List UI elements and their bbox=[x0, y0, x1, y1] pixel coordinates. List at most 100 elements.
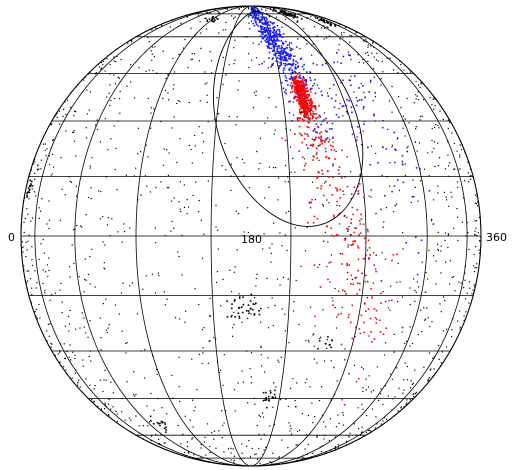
background-point bbox=[230, 459, 232, 461]
background-point bbox=[354, 227, 356, 229]
background-point bbox=[321, 414, 323, 416]
background-point bbox=[48, 335, 50, 337]
cluster-point bbox=[150, 419, 152, 422]
stream-point bbox=[302, 68, 305, 71]
background-point bbox=[233, 63, 235, 65]
background-point bbox=[160, 120, 162, 123]
background-point bbox=[285, 212, 287, 214]
background-point bbox=[85, 137, 88, 139]
stream-point bbox=[294, 67, 297, 70]
background-point bbox=[293, 300, 295, 303]
background-point bbox=[34, 311, 36, 313]
stream-point bbox=[321, 120, 324, 123]
stream-point bbox=[294, 66, 296, 68]
background-point bbox=[164, 234, 166, 237]
cluster-point bbox=[160, 420, 163, 423]
stream-point bbox=[350, 218, 353, 221]
background-point bbox=[469, 287, 471, 289]
stream-point bbox=[355, 139, 358, 142]
background-point bbox=[237, 382, 239, 384]
background-point bbox=[447, 205, 450, 207]
background-point bbox=[206, 19, 208, 21]
stream-point bbox=[293, 82, 296, 84]
background-point bbox=[231, 327, 234, 329]
background-point bbox=[65, 369, 67, 371]
background-point bbox=[95, 124, 97, 126]
background-point bbox=[146, 405, 148, 407]
background-point bbox=[335, 94, 337, 96]
background-point bbox=[275, 386, 277, 388]
stream-point bbox=[278, 39, 280, 42]
stream-point bbox=[271, 36, 274, 39]
stream-point bbox=[304, 107, 306, 110]
background-point bbox=[147, 425, 149, 427]
background-point bbox=[24, 196, 26, 199]
background-point bbox=[109, 63, 111, 66]
stream-point bbox=[335, 113, 338, 116]
stream-point bbox=[272, 49, 275, 52]
background-point bbox=[113, 56, 115, 58]
stream-point bbox=[311, 199, 313, 201]
stream-point bbox=[266, 18, 268, 21]
background-point bbox=[416, 281, 419, 283]
background-point bbox=[437, 185, 439, 187]
background-point bbox=[306, 378, 308, 380]
stream-point bbox=[301, 85, 303, 88]
background-point bbox=[475, 266, 478, 269]
stream-point bbox=[357, 190, 360, 192]
background-point bbox=[403, 389, 405, 391]
background-point bbox=[424, 318, 427, 320]
background-point bbox=[96, 128, 99, 131]
background-point bbox=[414, 186, 416, 188]
background-point bbox=[393, 351, 395, 353]
stream-point bbox=[252, 15, 255, 18]
cluster-point bbox=[212, 15, 214, 18]
background-point bbox=[152, 70, 154, 72]
cluster-point bbox=[327, 21, 330, 24]
background-point bbox=[248, 22, 250, 24]
background-point bbox=[447, 154, 449, 156]
background-point bbox=[414, 289, 416, 292]
stream-point bbox=[394, 161, 396, 164]
background-point bbox=[304, 448, 306, 450]
stream-point bbox=[303, 168, 305, 171]
cluster-point bbox=[272, 396, 275, 399]
stream-point bbox=[278, 47, 280, 49]
background-point bbox=[409, 287, 411, 289]
stream-point bbox=[258, 30, 260, 33]
background-point bbox=[215, 204, 217, 206]
stream-point bbox=[295, 89, 298, 92]
stream-point bbox=[303, 112, 306, 115]
background-point bbox=[314, 416, 316, 418]
stream-point bbox=[282, 72, 285, 74]
background-point bbox=[89, 165, 91, 167]
stream-point bbox=[288, 78, 291, 80]
background-point bbox=[64, 357, 67, 360]
stream-point bbox=[276, 32, 278, 35]
stream-point bbox=[341, 105, 343, 108]
stream-point bbox=[268, 33, 271, 36]
background-point bbox=[144, 175, 146, 177]
background-point bbox=[274, 129, 276, 131]
background-point bbox=[155, 27, 157, 29]
stream-point bbox=[311, 102, 313, 105]
stream-point bbox=[302, 95, 305, 97]
stream-point bbox=[334, 158, 336, 160]
background-point bbox=[277, 359, 279, 361]
background-point bbox=[238, 293, 240, 295]
background-point bbox=[478, 210, 481, 212]
background-point bbox=[367, 60, 369, 63]
stream-point bbox=[307, 121, 309, 123]
stream-point bbox=[297, 91, 299, 93]
stream-point bbox=[301, 80, 303, 82]
background-point bbox=[291, 71, 294, 73]
background-point bbox=[347, 51, 350, 53]
background-point bbox=[296, 382, 298, 384]
stream-point bbox=[296, 118, 299, 121]
background-point bbox=[139, 34, 141, 36]
background-point bbox=[354, 336, 356, 338]
stream-point bbox=[367, 308, 370, 310]
cluster-point bbox=[269, 392, 272, 394]
background-point bbox=[54, 115, 56, 117]
cluster-point bbox=[226, 300, 228, 302]
